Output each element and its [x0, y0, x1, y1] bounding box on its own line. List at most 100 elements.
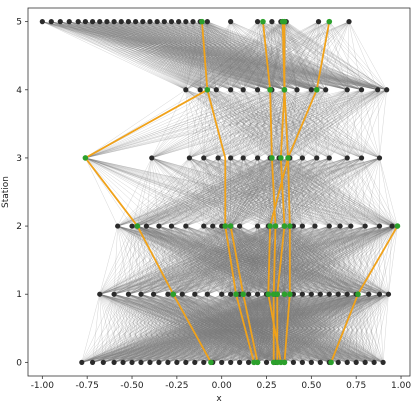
- edge-0-1-11-3: [140, 294, 186, 363]
- edge-0-1-31-7: [194, 294, 366, 363]
- edge-0-1-39-26: [280, 294, 380, 363]
- edge-0-1-36-28: [173, 294, 258, 363]
- edge-1-2-2-26: [128, 225, 231, 295]
- edge-0-1-35-1: [114, 294, 255, 363]
- edge-0-1-22-27: [284, 294, 389, 363]
- hit-station-0-17: [237, 359, 243, 365]
- edge-0-1-8-10: [158, 294, 231, 363]
- edge-0-1-7-36: [149, 294, 359, 363]
- edge-0-1-33-21: [329, 294, 384, 363]
- edge-0-1-36-8: [207, 294, 258, 363]
- edge-0-1-24-33: [277, 294, 303, 363]
- edge-0-1-21-12: [248, 294, 276, 363]
- edge-0-1-21-29: [235, 294, 276, 363]
- edge-0-1-25-25: [311, 294, 369, 363]
- edge-0-1-28-2: [128, 294, 339, 363]
- edge-0-1-40-22: [284, 294, 339, 363]
- edge-0-1-27-0: [99, 294, 330, 363]
- selected-hit-station-1-3: [265, 291, 272, 298]
- edge-1-2-4-2: [146, 226, 154, 295]
- edge-0-1-5-19: [131, 294, 312, 363]
- selected-hit-station-5-1: [260, 18, 266, 25]
- edge-0-1-24-36: [302, 294, 359, 363]
- edge-0-1-35-26: [253, 294, 380, 363]
- selected-hit-station-1-1: [233, 291, 239, 298]
- edge-0-1-12-1: [113, 294, 195, 363]
- edge-0-1-4-1: [113, 294, 124, 363]
- x-tick-label-8: 1.00: [391, 381, 411, 391]
- edge-0-1-20-2: [128, 294, 267, 363]
- edge-0-1-2-4: [103, 294, 154, 363]
- edge-0-1-12-29: [194, 294, 237, 363]
- edge-1-2-2-13: [128, 225, 276, 295]
- edge-0-1-36-3: [140, 294, 258, 363]
- edge-0-1-20-24: [266, 294, 357, 363]
- edge-0-1-14-26: [212, 294, 380, 363]
- edge-0-1-39-12: [248, 294, 282, 363]
- edge-0-1-14-32: [212, 294, 274, 363]
- edge-0-1-34-2: [128, 294, 212, 363]
- edge-0-1-14-36: [212, 294, 359, 363]
- edge-1-2-0-29: [99, 225, 285, 295]
- edge-0-1-0-11: [81, 294, 240, 363]
- edge-0-1-36-25: [257, 294, 369, 363]
- edge-0-1-7-14: [149, 294, 267, 363]
- edge-0-1-14-2: [128, 294, 213, 363]
- edge-0-1-18-25: [248, 294, 369, 363]
- edge-0-1-38-0: [99, 294, 278, 363]
- edge-0-1-6-31: [140, 294, 269, 363]
- hit-station-3-13: [344, 155, 350, 161]
- edge-0-1-25-35: [289, 294, 312, 363]
- edge-0-1-17-13: [239, 294, 258, 363]
- selected-hit-station-1-7: [287, 291, 293, 298]
- edge-0-1-13-17: [203, 294, 294, 363]
- edge-0-1-3-14: [114, 294, 267, 363]
- edge-0-1-26-18: [302, 294, 321, 363]
- x-tick-label-4: 0.00: [212, 381, 232, 391]
- edge-0-1-15-13: [221, 294, 258, 363]
- edge-1-2-0-15: [99, 225, 294, 295]
- edge-0-1-30-8: [207, 294, 357, 363]
- edge-0-1-17-0: [99, 294, 240, 363]
- edge-0-1-13-5: [167, 294, 204, 363]
- selected-hit-station-2-3: [267, 223, 273, 229]
- edge-0-1-21-9: [221, 294, 276, 363]
- edge-0-1-23-35: [289, 294, 294, 363]
- selected-hit-station-4-0: [204, 86, 211, 93]
- hit-station-0-3: [111, 359, 117, 365]
- edge-0-1-26-15: [275, 294, 321, 363]
- edge-0-1-6-16: [140, 294, 285, 363]
- edge-0-1-14-20: [212, 294, 321, 363]
- edge-0-1-0-16: [81, 294, 285, 363]
- edge-0-1-31-18: [302, 294, 366, 363]
- edge-0-1-37-6: [182, 294, 274, 363]
- edge-1-2-1-7: [113, 225, 213, 295]
- edge-0-1-2-12: [103, 294, 249, 363]
- edge-0-1-28-17: [293, 294, 339, 363]
- edge-0-1-21-23: [275, 294, 348, 363]
- edge-1-2-0-24: [99, 225, 138, 295]
- edge-0-1-1-34: [92, 294, 285, 363]
- edge-0-1-11-21: [185, 294, 330, 363]
- edge-0-1-39-34: [280, 294, 285, 363]
- edge-0-1-5-15: [131, 294, 276, 363]
- edge-0-1-7-21: [149, 294, 330, 363]
- edge-0-1-14-13: [212, 294, 258, 363]
- edge-0-1-14-14: [212, 294, 267, 363]
- edge-0-1-33-6: [182, 294, 384, 363]
- edge-0-1-30-19: [311, 294, 357, 363]
- edge-0-1-35-0: [99, 294, 255, 363]
- edge-0-1-24-25: [302, 294, 369, 363]
- edge-0-1-28-0: [99, 294, 339, 363]
- edge-0-1-22-5: [167, 294, 285, 363]
- edge-0-1-30-1: [114, 294, 357, 363]
- edge-0-1-13-20: [203, 294, 321, 363]
- edge-0-1-20-3: [140, 294, 267, 363]
- edge-0-1-30-2: [128, 294, 357, 363]
- hit-station-5-22: [204, 19, 210, 25]
- edge-1-2-2-4: [128, 225, 172, 295]
- hit-station-2-18: [326, 223, 332, 229]
- edge-1-2-1-24: [113, 226, 138, 295]
- edge-0-1-40-25: [284, 294, 369, 363]
- hit-station-0-6: [138, 359, 144, 365]
